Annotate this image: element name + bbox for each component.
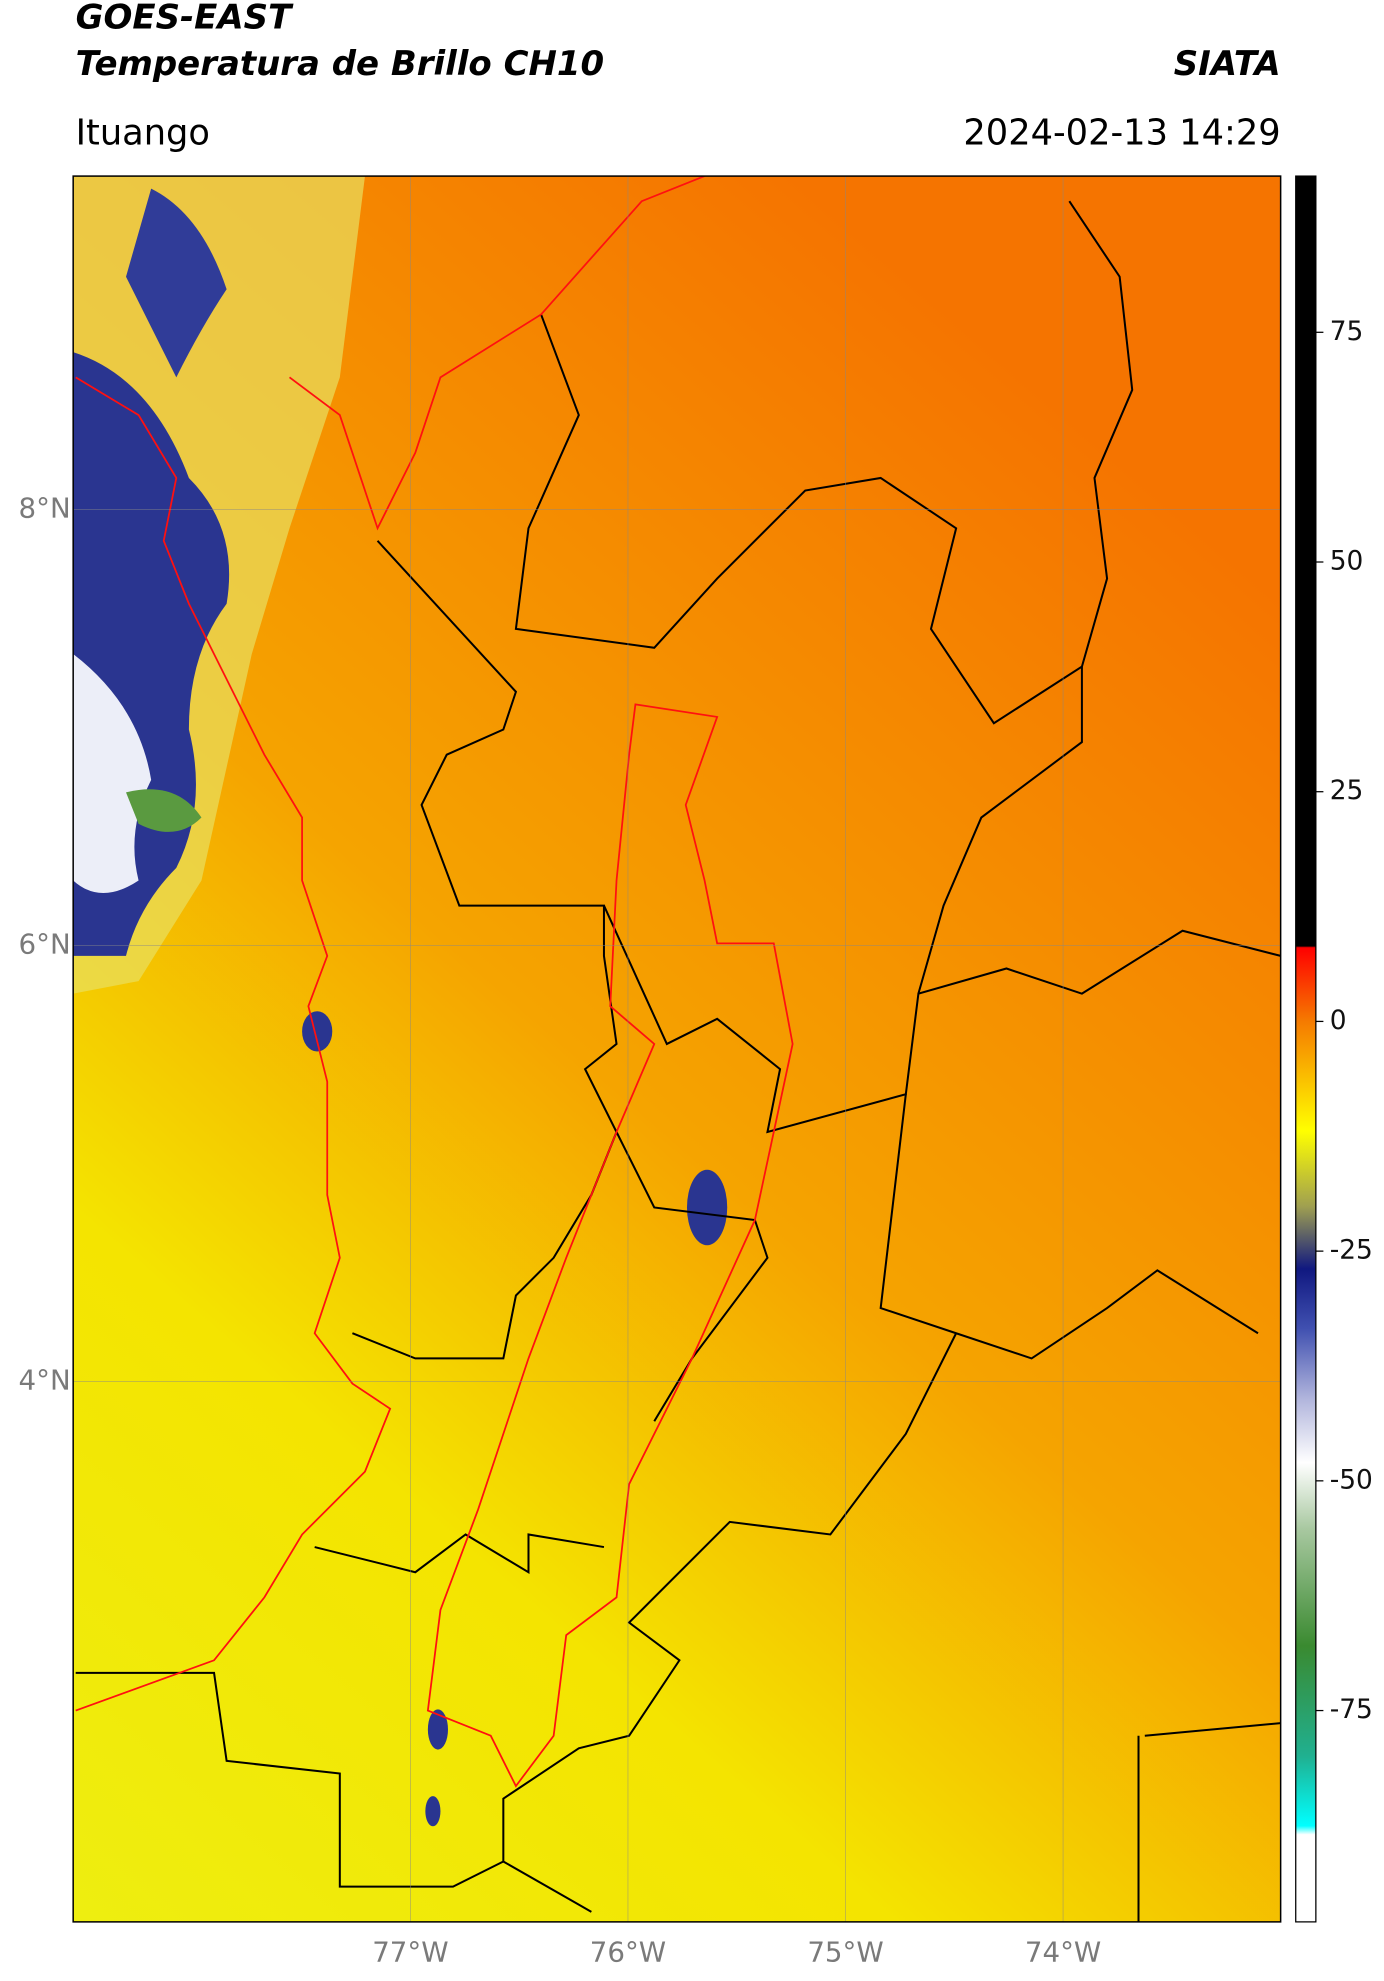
x-tick-label: 77°W bbox=[372, 1935, 448, 1968]
y-tick-label: 8°N bbox=[19, 492, 71, 525]
x-tick-label: 76°W bbox=[590, 1935, 666, 1968]
colorbar-tick-label: -75 bbox=[1330, 1694, 1373, 1725]
map bbox=[73, 176, 1281, 1922]
datetime: 2024-02-13 14:29 bbox=[963, 113, 1280, 154]
coastline bbox=[75, 176, 794, 1788]
colorbar-tick-label: 75 bbox=[1330, 316, 1364, 347]
storm-cell bbox=[686, 1169, 728, 1246]
cloud-cold bbox=[126, 789, 202, 832]
title: GOES-EAST bbox=[76, 0, 294, 37]
map-frame bbox=[72, 175, 1282, 1923]
x-tick-label: 74°W bbox=[1025, 1935, 1101, 1968]
location: Ituango bbox=[76, 113, 210, 154]
storm-cell bbox=[427, 1709, 448, 1750]
colorbar-tick-label: 50 bbox=[1330, 546, 1364, 577]
storm-cell bbox=[302, 1011, 333, 1052]
subtitle: Temperatura de Brillo CH10 bbox=[76, 44, 604, 84]
colorbar-tick-label: 25 bbox=[1330, 775, 1364, 806]
storm-cell bbox=[425, 1796, 441, 1827]
y-tick-label: 6°N bbox=[19, 927, 71, 960]
brand: SIATA bbox=[1174, 44, 1281, 84]
x-tick-label: 75°W bbox=[807, 1935, 883, 1968]
y-tick-label: 4°N bbox=[19, 1363, 71, 1396]
colorbar-tick-label: 0 bbox=[1330, 1005, 1347, 1036]
graticule bbox=[73, 176, 1281, 1922]
boundaries bbox=[75, 200, 1281, 1922]
colorbar-tick-label: -25 bbox=[1330, 1235, 1373, 1266]
cloud-core bbox=[126, 188, 227, 378]
cloud-top bbox=[73, 654, 152, 893]
colorbar-tick-label: -50 bbox=[1330, 1464, 1373, 1495]
colorbar bbox=[1295, 175, 1317, 1923]
